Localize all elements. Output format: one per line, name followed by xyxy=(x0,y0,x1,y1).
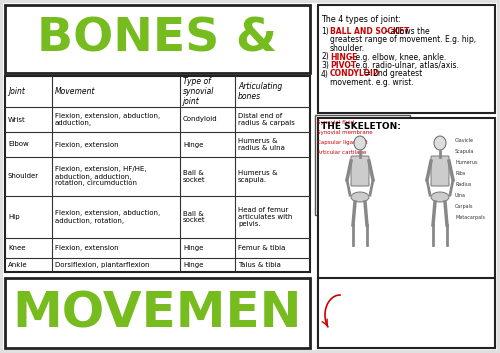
Text: Talus & tibia: Talus & tibia xyxy=(238,262,281,268)
Bar xyxy=(5,5,310,73)
Bar xyxy=(315,115,410,215)
Text: Joint: Joint xyxy=(8,87,25,96)
FancyBboxPatch shape xyxy=(431,156,449,186)
Text: BONES &: BONES & xyxy=(37,17,277,61)
Bar xyxy=(5,76,310,272)
Text: Flexion, extension: Flexion, extension xyxy=(55,245,118,251)
Text: Head of femur
articulates with
pelvis.: Head of femur articulates with pelvis. xyxy=(238,207,292,227)
Bar xyxy=(318,278,495,348)
Text: Ribs: Ribs xyxy=(455,171,466,176)
Text: = 2nd greatest: = 2nd greatest xyxy=(362,70,422,78)
Text: shoulder.: shoulder. xyxy=(330,44,365,53)
Text: PIVOT: PIVOT xyxy=(330,61,356,70)
Text: Metacarpals: Metacarpals xyxy=(455,215,485,220)
Text: Ulna: Ulna xyxy=(455,193,466,198)
Text: 1): 1) xyxy=(321,27,329,36)
FancyBboxPatch shape xyxy=(351,156,369,186)
Text: MOVEMEN: MOVEMEN xyxy=(12,289,302,337)
Text: The 4 types of joint:: The 4 types of joint: xyxy=(321,15,401,24)
Text: Scapula: Scapula xyxy=(455,149,474,154)
Text: Hinge: Hinge xyxy=(183,245,204,251)
Text: HINGE: HINGE xyxy=(330,53,357,61)
Text: greatest range of movement. E.g. hip,: greatest range of movement. E.g. hip, xyxy=(330,36,476,44)
Text: - allows the: - allows the xyxy=(384,27,430,36)
Text: - e.g. radio-ulnar, atlas/axis.: - e.g. radio-ulnar, atlas/axis. xyxy=(348,61,459,70)
Text: Knee: Knee xyxy=(8,245,25,251)
Text: 2): 2) xyxy=(321,53,329,61)
Text: Femur & tibia: Femur & tibia xyxy=(238,245,286,251)
Text: Radius: Radius xyxy=(455,182,471,187)
Text: Hinge: Hinge xyxy=(183,142,204,148)
Text: Clavicle: Clavicle xyxy=(455,138,474,143)
Text: Synovial membrane: Synovial membrane xyxy=(317,130,372,135)
Text: Ball &
socket: Ball & socket xyxy=(183,170,206,183)
Text: Flexion, extension, HF/HE,
abduction, adduction,
rotation, circumduction: Flexion, extension, HF/HE, abduction, ad… xyxy=(55,167,146,186)
Text: BALL AND SOCKET: BALL AND SOCKET xyxy=(330,27,409,36)
Text: Condyloid: Condyloid xyxy=(183,116,218,122)
Text: THE SKELETON:: THE SKELETON: xyxy=(321,122,401,131)
Text: Flexion, extension, abduction,
adduction, rotation,: Flexion, extension, abduction, adduction… xyxy=(55,210,160,223)
Text: Type of
synovial
joint: Type of synovial joint xyxy=(183,77,214,106)
Ellipse shape xyxy=(434,136,446,150)
Text: Flexion, extension: Flexion, extension xyxy=(55,142,118,148)
Text: Shoulder: Shoulder xyxy=(8,174,39,179)
Text: Movement: Movement xyxy=(55,87,96,96)
Text: CONDYLOID: CONDYLOID xyxy=(330,70,380,78)
Text: Dorsiflexion, plantarflexion: Dorsiflexion, plantarflexion xyxy=(55,262,150,268)
Text: Capsular ligament: Capsular ligament xyxy=(317,140,368,145)
Text: 3): 3) xyxy=(321,61,329,70)
Ellipse shape xyxy=(431,192,449,202)
Text: Hip: Hip xyxy=(8,214,20,220)
Text: Humerus &
scapula.: Humerus & scapula. xyxy=(238,170,278,183)
Text: - e.g. elbow, knee, ankle.: - e.g. elbow, knee, ankle. xyxy=(348,53,446,61)
Text: Elbow: Elbow xyxy=(8,142,29,148)
Text: Distal end of
radius & carpals: Distal end of radius & carpals xyxy=(238,113,295,126)
Text: Ankle: Ankle xyxy=(8,262,28,268)
Text: Flexion, extension, abduction,
adduction,: Flexion, extension, abduction, adduction… xyxy=(55,113,160,126)
Bar xyxy=(5,278,310,348)
Text: Ball &
socket: Ball & socket xyxy=(183,210,206,223)
Text: Articulating
bones: Articulating bones xyxy=(238,82,282,101)
Ellipse shape xyxy=(354,136,366,150)
Text: movement. e.g. wrist.: movement. e.g. wrist. xyxy=(330,78,414,87)
Text: 4): 4) xyxy=(321,70,329,78)
Text: Humerus: Humerus xyxy=(455,160,477,165)
Text: Synovial fluid: Synovial fluid xyxy=(317,120,354,125)
Text: Carpals: Carpals xyxy=(455,204,473,209)
Bar xyxy=(318,118,495,348)
Ellipse shape xyxy=(351,192,369,202)
Text: Wrist: Wrist xyxy=(8,116,26,122)
Text: Humerus &
radius & ulna: Humerus & radius & ulna xyxy=(238,138,285,151)
Text: Articular cartilage: Articular cartilage xyxy=(317,150,366,155)
Bar xyxy=(318,5,495,113)
Text: Hinge: Hinge xyxy=(183,262,204,268)
